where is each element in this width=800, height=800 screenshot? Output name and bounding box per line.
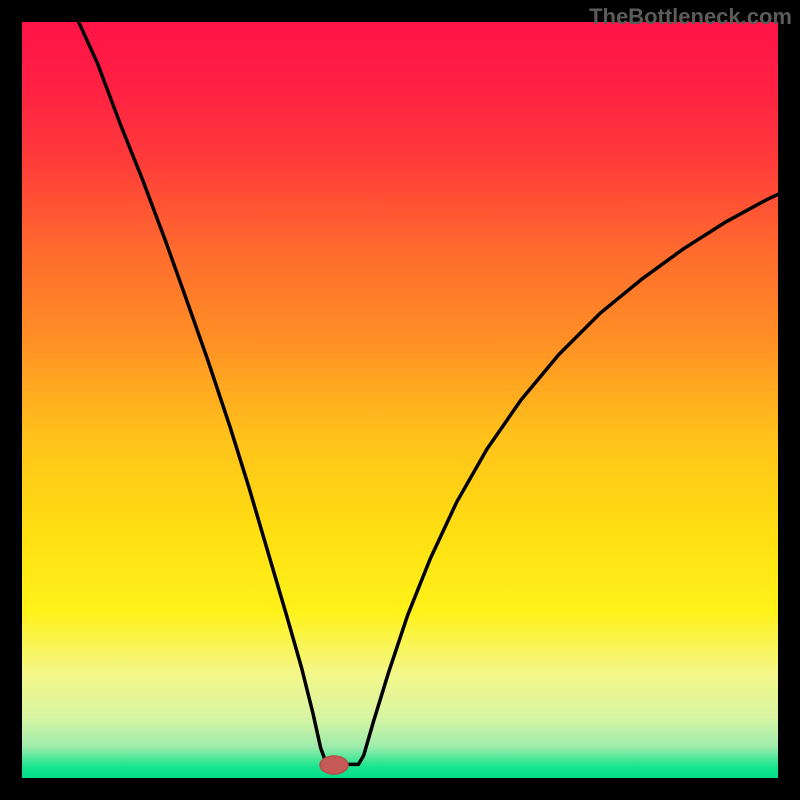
chart-svg [0,0,800,800]
plot-background [22,22,778,778]
chart-stage: TheBottleneck.com [0,0,800,800]
minimum-marker [320,756,348,774]
